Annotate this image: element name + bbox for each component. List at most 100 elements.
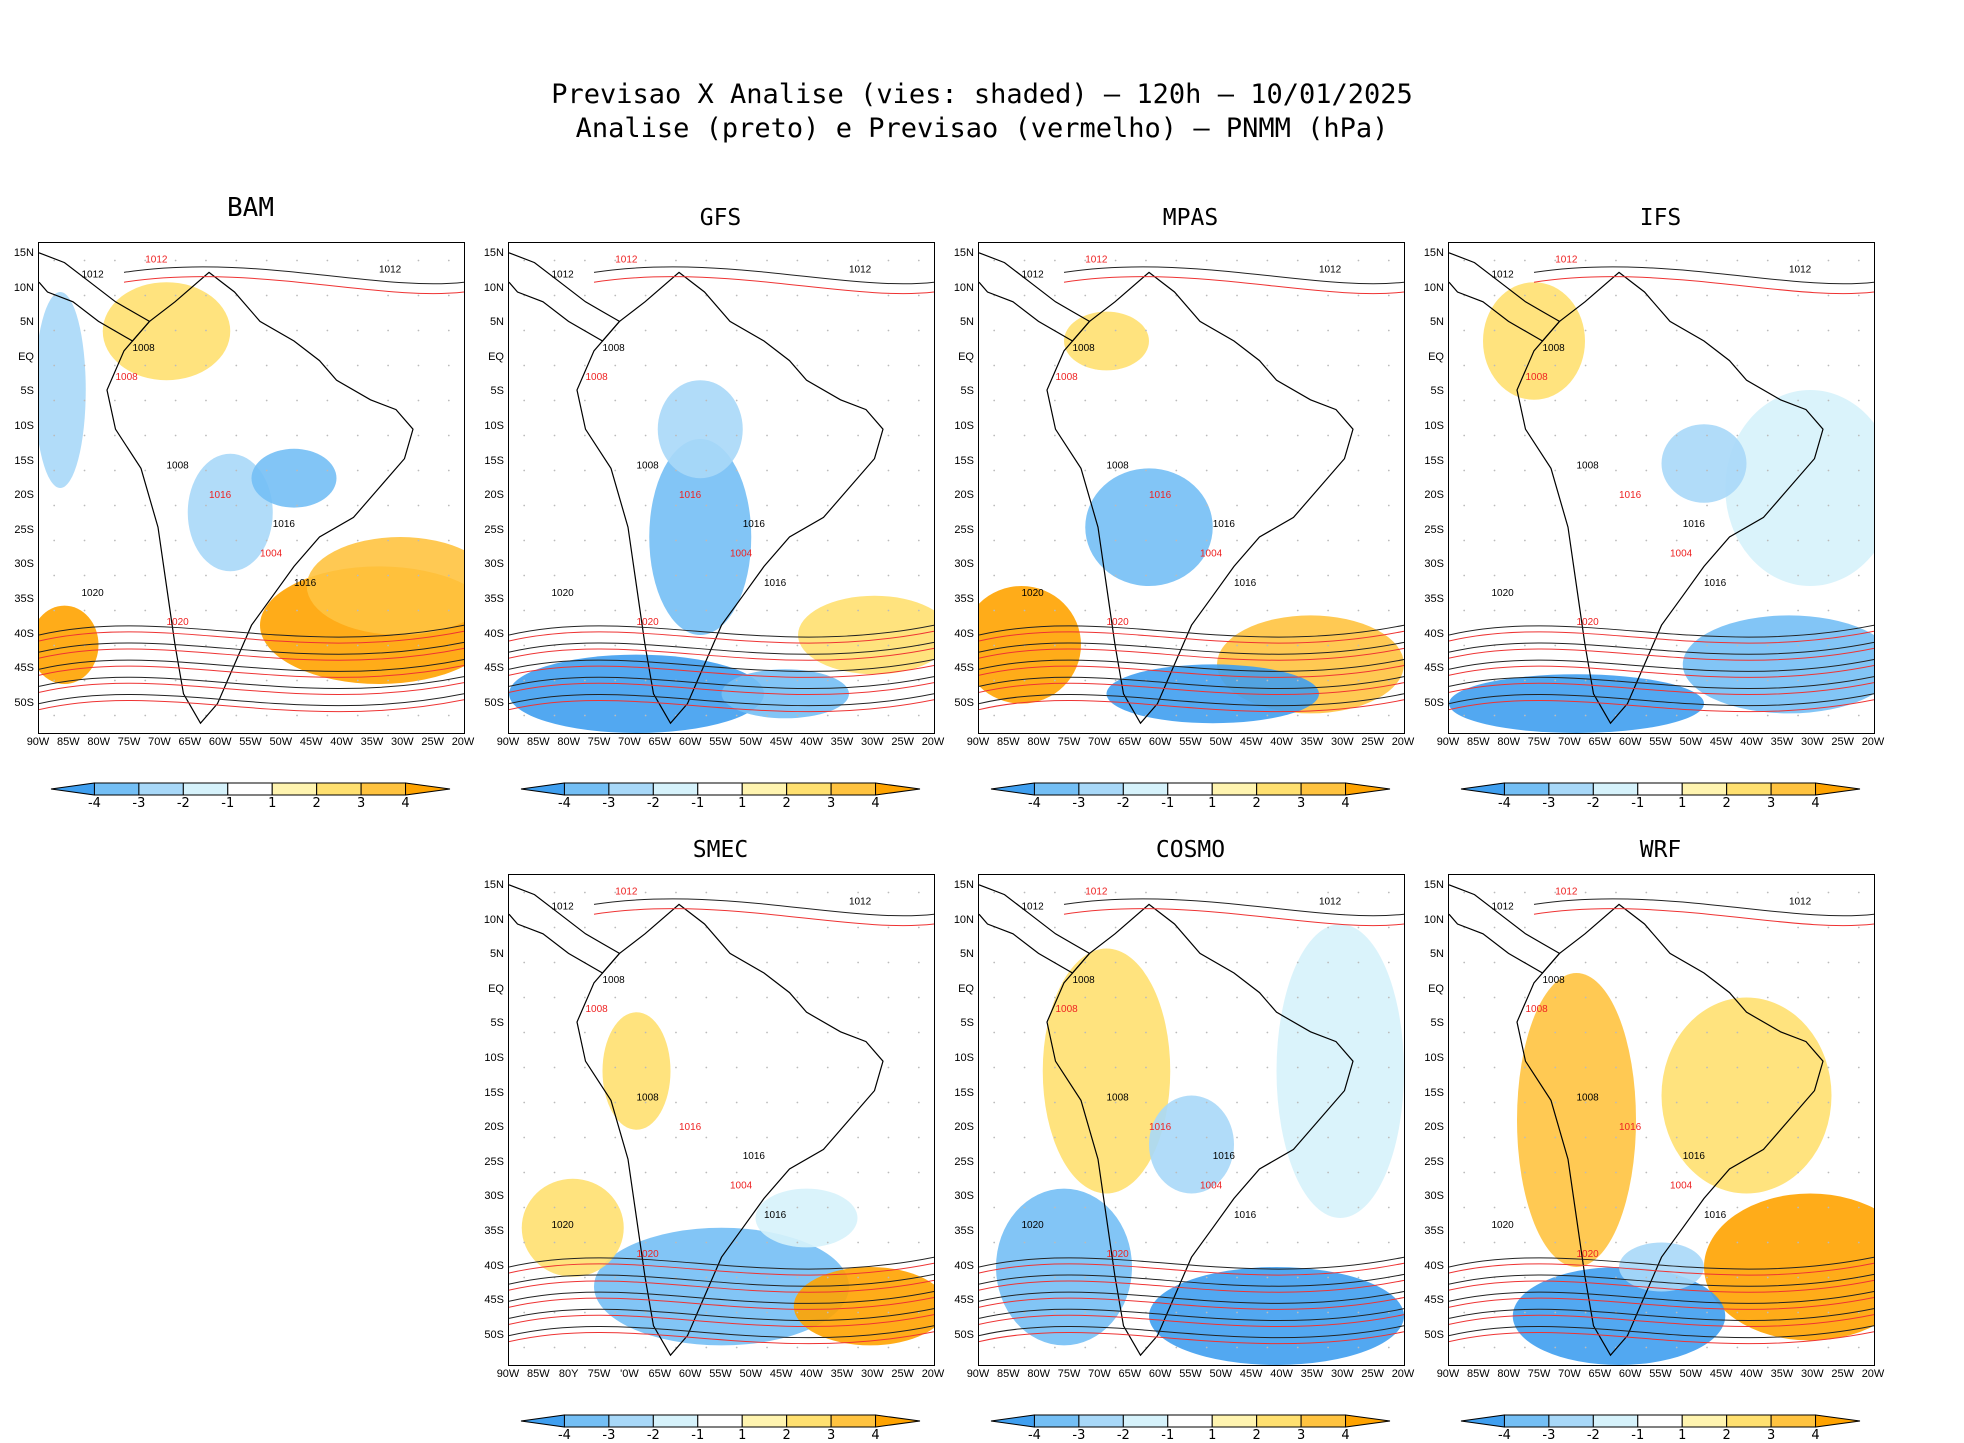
lat-tick-label: 40S [954, 627, 974, 640]
lon-tick-label: 40W [800, 1368, 823, 1380]
lat-tick-label: 20S [1424, 489, 1444, 502]
bias-shading [755, 1188, 858, 1248]
lon-tick-label: 60W [678, 736, 702, 748]
forecast-contour-label: 1016 [679, 1122, 702, 1133]
colorbar-swatch [1726, 1414, 1772, 1428]
lat-tick-label: 25S [954, 1155, 974, 1168]
bias-shading [1085, 468, 1213, 586]
lon-tick-label: 40W [1740, 1368, 1763, 1380]
lon-tick-label: 70W [618, 736, 641, 748]
colorbar-cosmo [990, 1414, 1391, 1428]
lon-tick-label: 50W [739, 736, 763, 748]
lon-tick-label: 40W [330, 736, 353, 748]
colorbar-swatch [1122, 782, 1169, 796]
forecast-isobar [509, 1331, 934, 1345]
colorbar-label: -2 [646, 796, 660, 811]
lat-tick-label: 5S [490, 1017, 504, 1030]
lat-tick-label: 15N [953, 247, 974, 259]
lon-tick-label: 45W [1239, 736, 1263, 748]
lon-tick-label: 25W [1831, 736, 1854, 748]
lat-tick-label: 35S [954, 593, 974, 605]
lat-tick-label: 25S [954, 523, 974, 536]
lat-tick-label: 15S [954, 454, 974, 467]
analysis-contour-label: 1012 [849, 264, 872, 275]
colorbar-swatch [697, 1414, 743, 1428]
colorbar-swatch [1726, 782, 1772, 796]
analysis-isobar [1449, 624, 1874, 638]
forecast-isobar [1449, 1314, 1874, 1328]
lon-tick-label: 70W [1088, 736, 1111, 748]
forecast-contour-label: 1004 [1200, 1181, 1223, 1192]
analysis-isobar [509, 659, 934, 672]
lat-tick-label: 30S [14, 558, 34, 571]
lat-tick-label: 10N [953, 913, 974, 926]
lat-tick-label: 20S [484, 489, 504, 502]
forecast-isobar [979, 1314, 1404, 1328]
lat-tick-label: 30S [1424, 558, 1444, 571]
analysis-contour-label: 1012 [379, 264, 402, 275]
forecast-contour-label: 1008 [1056, 1004, 1079, 1015]
lat-tick-label: 5N [1429, 316, 1444, 329]
lon-tick-label: 80W [1497, 1368, 1521, 1380]
lat-tick-label: EQ [1428, 982, 1444, 995]
lon-tick-label: 75W [1527, 1368, 1551, 1380]
lon-tick-label: 60W [1148, 736, 1172, 748]
lat-tick-label: 50S [484, 1328, 504, 1341]
lon-tick-label: 25W [421, 736, 444, 748]
analysis-isobar [979, 693, 1404, 707]
south-america-outline [1516, 903, 1824, 1357]
forecast-isobar [1449, 665, 1874, 678]
forecast-isobar [123, 276, 464, 295]
analysis-contour-label: 1008 [1577, 1092, 1600, 1103]
lat-tick-label: 40S [1424, 627, 1444, 640]
analysis-isobar [979, 641, 1404, 655]
colorbar-label: 3 [826, 796, 836, 811]
central-america-outline [979, 252, 1091, 342]
forecast-contour-label: 1012 [1555, 255, 1578, 266]
colorbar-swatch [563, 1414, 610, 1428]
forecast-isobar [509, 1279, 934, 1293]
lat-tick-label: 5S [20, 385, 34, 398]
panel-title-mpas: MPAS [1162, 205, 1219, 231]
colorbar-swatch [1300, 1414, 1347, 1428]
lat-tick-label: 10N [483, 913, 504, 926]
colorbar-swatch [990, 782, 1035, 796]
forecast-isobar [39, 630, 464, 644]
analysis-isobar [509, 624, 934, 638]
colorbar-swatch [786, 782, 832, 796]
analysis-isobar [1533, 898, 1874, 917]
bias-shading [996, 1188, 1132, 1346]
lon-tick-label: 55W [709, 736, 732, 748]
analysis-isobar [593, 266, 934, 285]
south-america-outline [1516, 271, 1824, 725]
grid-dots [523, 259, 920, 717]
analysis-isobar [1449, 693, 1874, 707]
bias-shading [657, 380, 743, 479]
lat-tick-label: 40S [954, 1259, 974, 1272]
colorbar-swatch [1681, 1414, 1728, 1428]
grid-dots [1463, 259, 1860, 717]
lat-tick-label: 25S [14, 523, 34, 536]
forecast-contour-label: 1008 [1056, 372, 1079, 383]
analysis-contour-label: 1020 [1022, 1220, 1045, 1231]
colorbar-label: 4 [401, 796, 410, 811]
colorbar-swatch [1548, 782, 1594, 796]
lon-tick-label: 50W [739, 1368, 763, 1380]
colorbar-label: -2 [1586, 796, 1600, 811]
colorbar-swatch [1167, 782, 1213, 796]
lat-tick-label: 35S [954, 1225, 974, 1237]
forecast-contour-label: 1012 [1555, 887, 1578, 898]
forecast-contour-label: 1016 [1619, 1122, 1642, 1133]
analysis-isobar [979, 1308, 1404, 1322]
analysis-isobar [509, 693, 934, 707]
analysis-isobar [1449, 676, 1874, 690]
analysis-isobar [39, 693, 464, 707]
colorbar-swatch [1815, 1414, 1861, 1428]
analysis-contour-label: 1008 [637, 460, 660, 471]
colorbar-swatch [1681, 782, 1728, 796]
lon-tick-label: 35W [1300, 1368, 1324, 1380]
lon-tick-label: 55W [1179, 1368, 1202, 1380]
forecast-contour-label: 1004 [1200, 549, 1223, 560]
analysis-contour-label: 1016 [1213, 1151, 1236, 1162]
lat-tick-label: 35S [1424, 1225, 1444, 1237]
